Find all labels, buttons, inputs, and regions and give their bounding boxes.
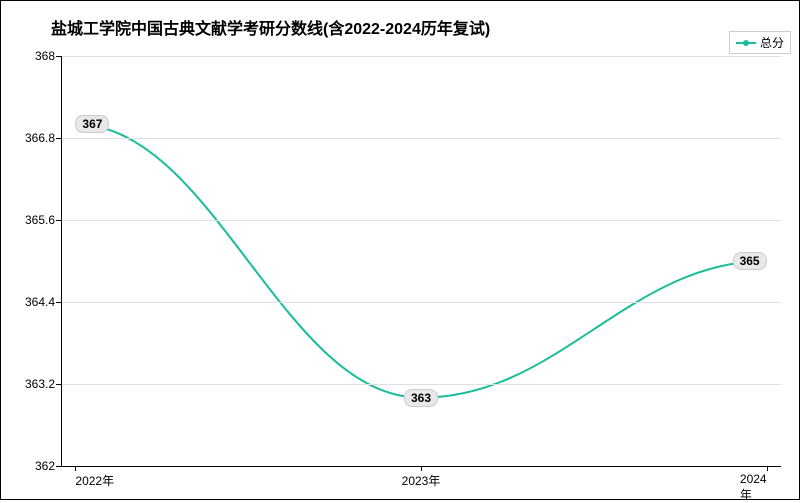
gridline-h xyxy=(61,138,781,139)
y-axis-tick-label: 362 xyxy=(35,459,55,473)
y-axis-tick-label: 365.6 xyxy=(25,213,55,227)
legend: 总分 xyxy=(729,31,791,54)
plot-area: 362363.2364.4365.6366.83682022年2023年2024… xyxy=(61,56,781,466)
y-axis-tick-label: 364.4 xyxy=(25,295,55,309)
chart-title: 盐城工学院中国古典文献学考研分数线(含2022-2024历年复试) xyxy=(51,15,490,39)
gridline-h xyxy=(61,56,781,57)
x-axis-line xyxy=(61,466,781,467)
legend-marker-icon xyxy=(743,40,749,46)
x-axis-tick-label: 2022年 xyxy=(75,472,114,489)
x-axis-tick-label: 2023年 xyxy=(402,472,441,489)
data-point-label: 367 xyxy=(75,115,109,133)
y-axis-tick-label: 366.8 xyxy=(25,131,55,145)
y-axis-tick-label: 363.2 xyxy=(25,377,55,391)
gridline-h xyxy=(61,384,781,385)
gridline-h xyxy=(61,302,781,303)
legend-line-icon xyxy=(736,42,756,44)
data-point-label: 365 xyxy=(733,252,767,270)
chart-container: 盐城工学院中国古典文献学考研分数线(含2022-2024历年复试) 总分 362… xyxy=(0,0,800,500)
gridline-h xyxy=(61,220,781,221)
legend-label: 总分 xyxy=(760,34,784,51)
series-line xyxy=(75,124,766,397)
y-axis-line xyxy=(61,56,62,466)
y-axis-tick-label: 368 xyxy=(35,49,55,63)
x-axis-tick-label: 2024年 xyxy=(740,472,767,503)
data-point-label: 363 xyxy=(404,389,438,407)
